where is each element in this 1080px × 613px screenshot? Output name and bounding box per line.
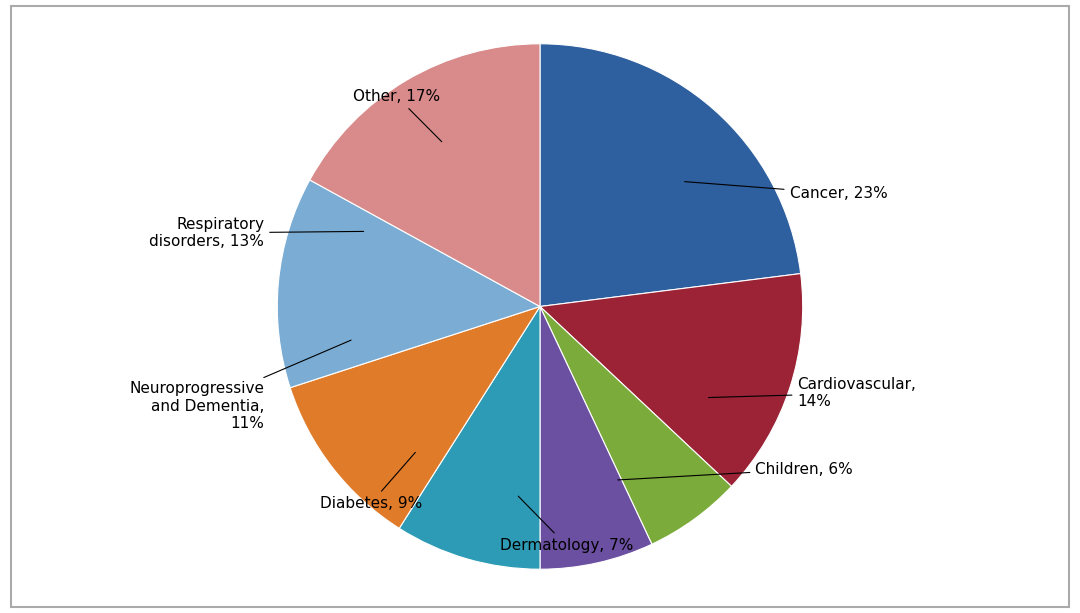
Text: Neuroprogressive
and Dementia,
11%: Neuroprogressive and Dementia, 11% <box>130 340 351 431</box>
Wedge shape <box>540 273 802 486</box>
Wedge shape <box>540 306 652 569</box>
Text: Cancer, 23%: Cancer, 23% <box>685 181 888 201</box>
Wedge shape <box>278 180 540 387</box>
Wedge shape <box>310 44 540 306</box>
Text: Respiratory
disorders, 13%: Respiratory disorders, 13% <box>149 217 364 249</box>
Wedge shape <box>291 306 540 528</box>
Text: Dermatology, 7%: Dermatology, 7% <box>500 496 633 553</box>
Wedge shape <box>400 306 540 569</box>
Text: Children, 6%: Children, 6% <box>618 462 853 480</box>
Text: Cardiovascular,
14%: Cardiovascular, 14% <box>708 377 916 409</box>
Wedge shape <box>540 44 800 306</box>
Text: Diabetes, 9%: Diabetes, 9% <box>320 452 422 511</box>
Text: Other, 17%: Other, 17% <box>353 89 442 142</box>
Wedge shape <box>540 306 731 544</box>
